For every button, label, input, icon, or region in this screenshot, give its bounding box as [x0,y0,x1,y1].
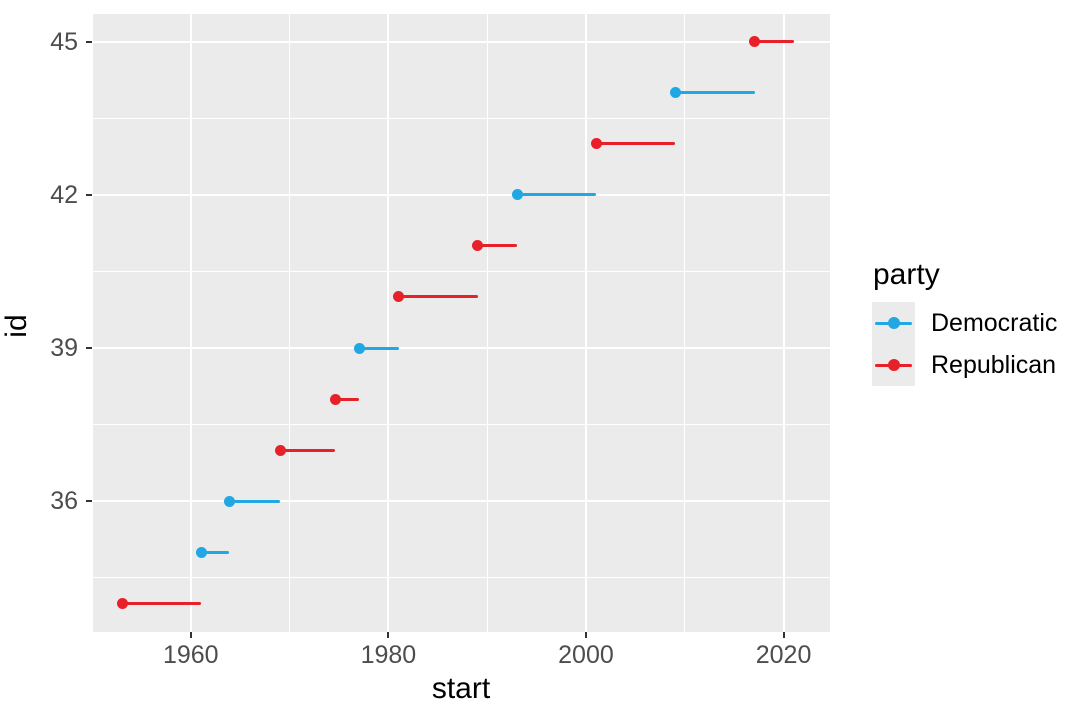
start-point [116,597,128,609]
start-point [274,444,286,456]
x-axis-title: start [431,672,491,705]
legend-key [872,302,915,344]
major-gridline-x [189,14,192,632]
start-point [590,138,602,150]
minor-gridline-x [289,14,291,632]
term-segment [517,193,597,197]
legend-item: Republican [872,344,1057,386]
major-gridline-x [584,14,587,632]
y-tick-mark [86,40,92,43]
major-gridline-y [92,40,830,43]
legend-item-label: Republican [931,350,1057,379]
y-tick-mark [86,500,92,503]
y-tick-mark [86,193,92,196]
x-tick-label: 1980 [360,641,417,669]
x-tick-mark [782,632,785,638]
minor-gridline-x [684,14,686,632]
term-segment [398,295,478,299]
y-axis-title: id [0,314,33,338]
start-point [329,393,341,405]
x-tick-mark [387,632,390,638]
term-segment [122,601,202,605]
minor-gridline-y [92,424,830,426]
x-tick-label: 1960 [162,641,219,669]
major-gridline-y [92,193,830,196]
major-gridline-x [782,14,785,632]
x-tick-label: 2000 [558,641,614,669]
start-point [353,342,365,354]
term-segment [201,550,230,554]
start-point [393,291,405,303]
minor-gridline-y [92,577,830,579]
y-tick-mark [86,347,92,350]
major-gridline-y [92,347,830,350]
legend-title: party [873,258,940,291]
plot-panel [92,14,830,632]
start-point [749,36,761,48]
term-segment [596,142,676,146]
start-point [223,495,235,507]
term-segment [477,244,518,248]
legend: party Democratic Republican [872,258,1057,386]
legend-key [872,344,915,386]
x-tick-mark [584,632,587,638]
y-tick-label: 39 [50,334,78,363]
major-gridline-y [92,500,830,503]
x-tick-label: 2020 [755,641,812,669]
minor-gridline-y [92,270,830,272]
start-point [472,240,484,252]
start-point [669,87,681,99]
term-segment [359,346,399,350]
term-segment [335,397,360,401]
legend-item-label: Democratic [931,308,1058,337]
legend-items: Democratic Republican [872,302,1057,386]
term-segment [229,499,281,503]
legend-key-dot [887,359,900,371]
legend-key-dot [887,317,900,329]
start-point [511,189,523,201]
minor-gridline-x [92,14,93,632]
y-tick-label: 36 [50,487,78,516]
term-segment [280,448,336,452]
major-gridline-x [387,14,390,632]
minor-gridline-y [92,117,830,119]
term-segment [754,40,795,44]
term-segment [675,91,755,95]
y-tick-label: 45 [50,27,78,56]
start-point [195,546,207,558]
minor-gridline-x [486,14,488,632]
y-tick-label: 42 [50,180,78,209]
legend-item: Democratic [872,302,1057,344]
x-tick-mark [189,632,192,638]
